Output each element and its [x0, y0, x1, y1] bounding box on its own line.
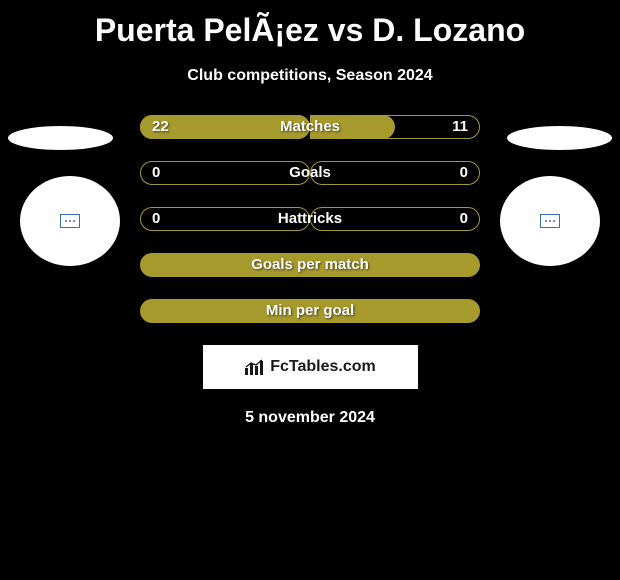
brand-text: FcTables.com: [270, 358, 376, 376]
stat-label: Min per goal: [140, 299, 480, 323]
page-title: Puerta PelÃ¡ez vs D. Lozano: [0, 0, 620, 49]
stat-label: Hattricks: [140, 207, 480, 231]
brand-chart-icon: [244, 358, 266, 376]
stat-value-right: 11: [452, 115, 468, 139]
stats-area: Matches2211Goals00Hattricks00Goals per m…: [0, 115, 620, 323]
stat-value-right: 0: [460, 207, 468, 231]
stat-row: Min per goal: [140, 299, 480, 323]
stat-value-right: 0: [460, 161, 468, 185]
stat-label: Goals per match: [140, 253, 480, 277]
stat-label: Goals: [140, 161, 480, 185]
stat-value-left: 22: [152, 115, 169, 139]
stat-value-left: 0: [152, 161, 160, 185]
stat-value-left: 0: [152, 207, 160, 231]
stat-row: Hattricks0 0: [140, 207, 480, 231]
update-date: 5 november 2024: [0, 409, 620, 427]
stat-row: Matches22 11: [140, 115, 480, 139]
page-subtitle: Club competitions, Season 2024: [0, 67, 620, 85]
brand-box: FcTables.com: [203, 345, 418, 389]
stat-row: Goals0 0: [140, 161, 480, 185]
stat-label: Matches: [140, 115, 480, 139]
stat-row: Goals per match: [140, 253, 480, 277]
